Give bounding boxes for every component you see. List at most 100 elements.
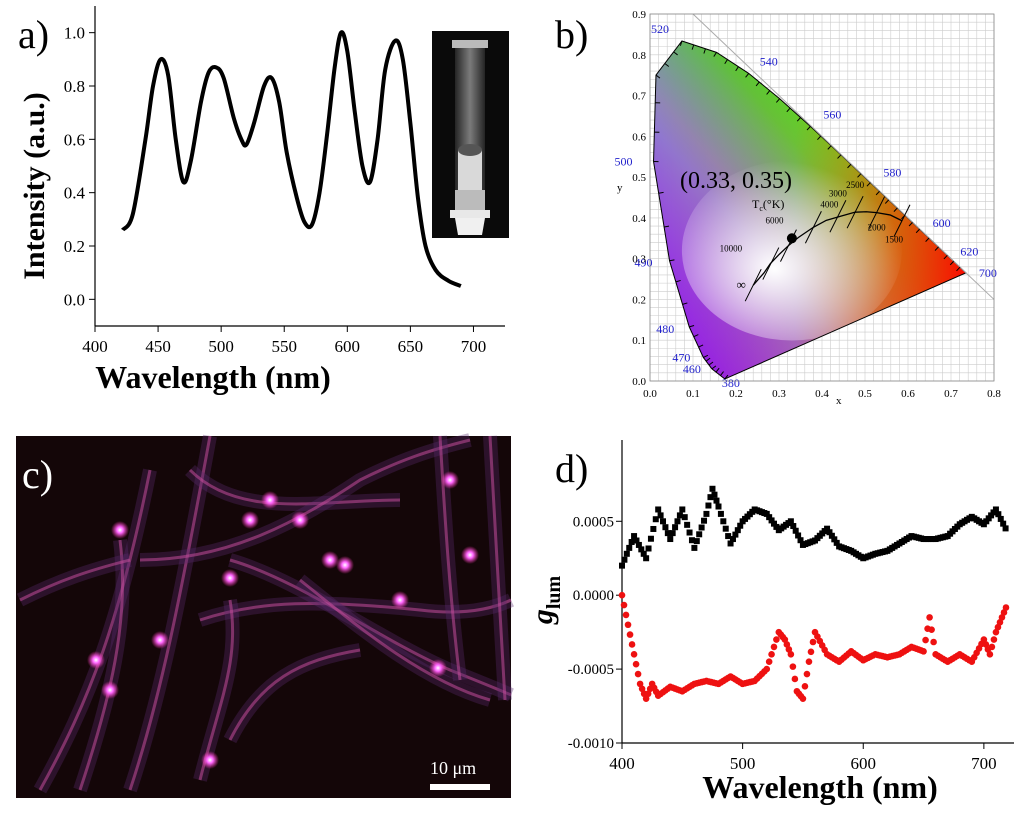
panel-a-x-tick-label: 650 [398,337,424,356]
panel-d-point-black [688,537,695,544]
panel-a-ticks: 400 450 500 550 600 650 700 0.0 0.2 0.4 0.6 0.8 1.0 [64,24,486,356]
panel-b-locus-tick [703,354,709,358]
panel-b-wavelength-label: 520 [651,22,669,36]
panel-b-locus-tick [806,126,811,131]
panel-d-point-red [926,614,933,621]
panel-d-point-black [713,497,720,504]
panel-d-point-black [732,531,739,538]
panel-c-fiber-core [19,558,131,602]
panel-b-wavelength-label: 620 [960,244,978,258]
panel-d-point-black [693,538,700,545]
panel-d-point-black [701,517,708,524]
panel-c-bright-spot [201,751,219,769]
panel-b-locus-tick [724,59,728,64]
panel-d-point-red [801,683,809,690]
panel-d-series-black [619,485,1009,569]
panel-a-x-axis-title: Wavelength (nm) [95,359,331,395]
panel-b-locus-tick [708,361,714,366]
panel-b-x-tick-label: 0.4 [815,388,829,400]
panel-b-y-axis-title: y [617,182,623,194]
panel-a-x-tick-label: 500 [208,337,234,356]
panel-d-point-black [619,562,625,569]
panel-b-temperature-label: ∞ [737,277,746,292]
panel-d-point-black [787,518,794,525]
panel-d-point-red [803,670,811,678]
panel-d-point-black [833,539,840,546]
panel-d-point-black [657,512,664,519]
panel-d-point-red [920,648,927,655]
panel-d-point-red [791,675,799,683]
panel-d-y-tick-label: -0.0010 [568,736,614,752]
panel-d-point-red [1002,604,1010,611]
panel-b-locus-tick [675,279,681,283]
panel-b-x-tick-label: 0.1 [686,388,700,400]
panel-a-y-tick-label: 0.4 [64,184,86,203]
panel-d-point-red [622,611,630,619]
panel-b-wavelength-label: 480 [656,322,674,336]
panel-d-point-red [799,695,807,702]
panel-d-point-black [725,533,732,540]
panel-b-y-tick-label: 0.5 [632,172,646,184]
panel-b-locus-tick [956,266,961,272]
panel-d-point-black [734,527,741,534]
panel-c-bright-spot [87,651,105,669]
panel-d-point-red [630,651,638,658]
panel-b-x-tick-label: 0.2 [729,388,743,400]
panel-b-temperature-label: 4000 [820,199,839,209]
panel-b-chromaticity-point [786,233,797,244]
panel-b-wavelength-label: 600 [933,216,951,230]
panel-b-locus-tick [755,81,760,87]
panel-d-y-tick-label: -0.0005 [568,662,614,678]
panel-b-diagonal-line [692,13,995,300]
panel-b-temperature-label: 3000 [829,188,848,198]
panel-d-y-tick-label: 0.0005 [573,514,614,530]
panel-a-y-tick-label: 1.0 [64,24,85,43]
panel-a-y-axis-title: Intensity (a.u.) [18,92,51,280]
panel-c-fiber-core [128,435,212,791]
panel-d-point-black [645,545,652,552]
panel-d-point-black [717,510,724,517]
panel-b-locus-tick [915,228,920,234]
panel-d-point-black [792,527,799,534]
panel-b-locus-tick [673,51,678,56]
panel-b-locus-tick [786,107,791,113]
panel-b-locus-tick [817,135,822,141]
panel-b-color-gamut [653,40,967,380]
panel-d-point-red [773,636,780,643]
panel-b-locus-tick [893,207,898,212]
panel-a-x-tick-label: 400 [82,337,108,356]
panel-d-point-black [703,510,710,517]
panel-b-locus-tick [949,260,955,266]
panel-a-x-tick-label: 700 [461,337,487,356]
panel-d-point-black [766,514,773,521]
panel-b-locus-tick [796,117,801,122]
panel-d-point-red [986,651,994,658]
panel-c-fiber-core [199,598,512,622]
panel-b-label: b) [555,12,588,57]
panel-c-bright-spot [151,631,169,649]
panel-d-point-black [652,516,659,523]
panel-b-locus-tick [934,246,939,251]
panel-c-bright-spot [291,511,309,529]
panel-d-point-black [729,536,736,543]
panel-c-bright-spot [441,471,459,489]
panel-d-point-black [720,518,727,525]
panel-d-point-black [997,515,1004,522]
panel-b-locus-tick [664,63,670,67]
panel-c-bright-spot [221,569,239,587]
panel-b-locus-tick [658,191,664,194]
panel-d-point-black [669,530,676,537]
panel-b-y-tick-label: 0.1 [632,335,646,347]
panel-d-point-black [667,536,674,543]
panel-b-locus-tick [713,52,717,57]
panel-b-locus-tick [698,344,704,348]
panel-b-plot-frame [649,13,995,382]
panel-a-y-tick-label: 0.0 [64,290,85,309]
panel-b-locus-tick [827,145,832,150]
panel-b-x-tick-label: 0.7 [944,388,958,400]
panel-d-x-tick-label: 500 [730,754,756,773]
panel-c-fiber-core [38,469,152,791]
panel-d-point-black [770,520,777,527]
